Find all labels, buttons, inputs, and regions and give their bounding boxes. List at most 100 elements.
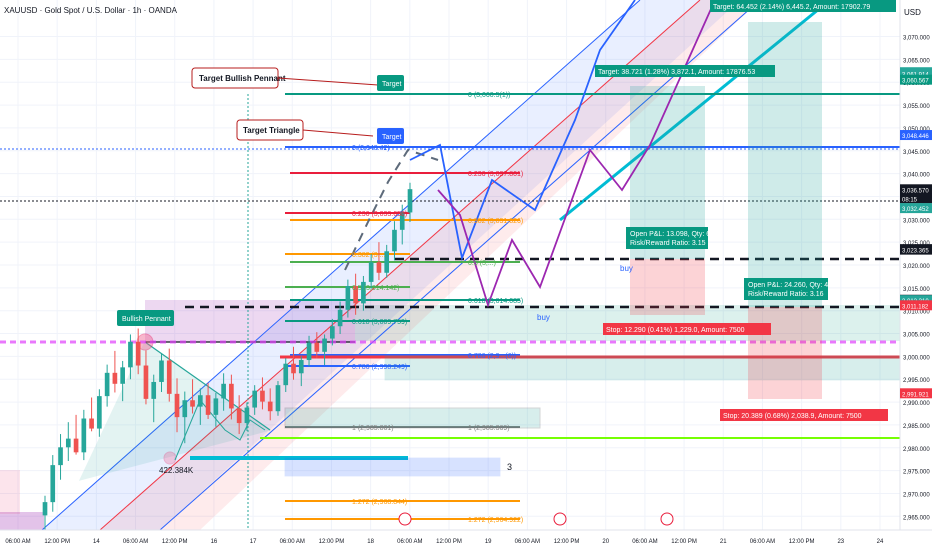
- time-tick-label: 12:00 PM: [436, 539, 462, 545]
- candle: [236, 395, 242, 435]
- candle: [120, 360, 125, 402]
- candle: [97, 389, 102, 437]
- currency-label: USD: [904, 8, 921, 17]
- projection-paths: [344, 0, 716, 308]
- fibonacci-levels: [0, 93, 916, 530]
- candle: [252, 385, 258, 415]
- time-tick-label: 14: [93, 539, 100, 545]
- time-tick-label: 17: [250, 539, 257, 545]
- fib-0-top: 0 (3,060.5(1)): [468, 92, 510, 99]
- price-tick-label: 3,010.000: [903, 310, 930, 316]
- candle: [174, 378, 180, 433]
- candle: [322, 334, 327, 366]
- candle: [392, 221, 397, 261]
- time-tick-label: 12:00 PM: [44, 539, 70, 545]
- time-tick-label: 18: [367, 539, 374, 545]
- price-tick-label: 3,020.000: [903, 264, 930, 270]
- candle: [81, 409, 87, 461]
- candle: [182, 391, 188, 444]
- price-tick-label: 3,040.000: [903, 173, 930, 179]
- svg-text:3,032.452: 3,032.452: [902, 207, 929, 213]
- candle: [368, 254, 374, 289]
- candle: [89, 397, 94, 432]
- candle: [306, 335, 312, 367]
- price-axis[interactable]: USD 3,070.0003,065.0003,060.0003,055.000…: [899, 0, 932, 550]
- price-tick-label: 2,975.000: [903, 470, 930, 476]
- price-marker: 2,991.921: [900, 388, 932, 399]
- price-tick-label: 3,045.000: [903, 150, 930, 156]
- buy-label-1: buy: [620, 264, 633, 273]
- time-tick-label: 24: [877, 539, 884, 545]
- price-tick-label: 2,985.000: [903, 424, 930, 430]
- time-tick-label: 16: [211, 539, 218, 545]
- long-position-a[interactable]: [630, 86, 705, 315]
- price-tick-label: 3,070.000: [903, 36, 930, 42]
- price-tick-label: 2,965.000: [903, 515, 930, 521]
- candle: [376, 242, 382, 281]
- candle: [361, 275, 366, 311]
- svg-text:3,036.570: 3,036.570: [902, 188, 929, 194]
- price-marker: 3,036.570: [900, 184, 932, 195]
- candle: [399, 204, 405, 245]
- candle: [128, 334, 133, 380]
- candle: [65, 422, 71, 462]
- time-axis[interactable]: 06:00 AM 12:00 PM 14 06:00 AM 12:00 PM 16 17 06…: [0, 529, 932, 550]
- svg-text:Risk/Reward Ratio: 3.15: Risk/Reward Ratio: 3.15: [630, 240, 706, 247]
- candle: [205, 382, 211, 419]
- candle: [143, 350, 149, 405]
- fib-05-a: 0.5 (3,...): [468, 260, 496, 267]
- time-tick-label: 12:00 PM: [789, 539, 815, 545]
- candle: [298, 356, 304, 387]
- target-label-a: Target: 64.452 (2.14%) 6,445.2, Amount: …: [710, 0, 896, 12]
- bullish-pennant-tag[interactable]: Bullish Pennant: [117, 310, 174, 326]
- target-label-b: Target: 38.721 (1.28%) 3,872.1, Amount: …: [595, 65, 775, 77]
- stop-label-b: Stop: 20.389 (0.68%) 2,038.9, Amount: 75…: [720, 409, 888, 421]
- candle: [104, 364, 110, 407]
- fib-labels: 0 (3,060.5(1)) 0 (3,048.42) 0.236 (3,037…: [352, 92, 523, 524]
- price-marker: 3,011.182: [900, 300, 932, 311]
- fib-0236-a: 0.236 (3,037.801): [468, 171, 523, 178]
- price-tick-label: 2,995.000: [903, 378, 930, 384]
- candle: [229, 374, 234, 420]
- price-marker: 3,060.567: [900, 74, 932, 85]
- candle: [345, 279, 351, 318]
- target-bullish-pennant-label: Target Bullish Pennant: [199, 74, 286, 83]
- fib-1-b: 1 (2,985.369): [468, 425, 510, 432]
- time-tick-label: 23: [837, 539, 844, 545]
- candle: [260, 377, 265, 410]
- candle: [407, 182, 413, 223]
- long-position-b[interactable]: [748, 22, 822, 399]
- time-tick-label: 12:00 PM: [162, 539, 188, 545]
- svg-text:Open P&L: 13.098, Qty: 67: Open P&L: 13.098, Qty: 67: [630, 231, 714, 238]
- price-tick-label: 3,030.000: [903, 218, 930, 224]
- candle: [151, 374, 157, 423]
- price-tick-label: 2,970.000: [903, 492, 930, 498]
- bullish-pennant-label: Bullish Pennant: [122, 316, 171, 323]
- candle: [135, 328, 141, 375]
- svg-text:3,011.182: 3,011.182: [902, 304, 929, 310]
- candle: [267, 388, 273, 421]
- svg-text:Target: 38.721 (1.28%) 3,872.1: Target: 38.721 (1.28%) 3,872.1, Amount: …: [598, 69, 755, 76]
- svg-text:Risk/Reward Ratio: 3.16: Risk/Reward Ratio: 3.16: [748, 291, 824, 298]
- candle: [314, 332, 320, 359]
- open-pl-b: Open P&L: 24.260, Qty: 40 Risk/Reward Ra…: [744, 278, 832, 300]
- target-tag-2[interactable]: Target: [377, 128, 404, 144]
- buy-label-2: buy: [537, 313, 550, 322]
- candle: [291, 346, 296, 380]
- price-tick-label: 3,065.000: [903, 58, 930, 64]
- target-triangle-callout[interactable]: Target Triangle: [236, 119, 374, 141]
- time-tick-label: 12:00 PM: [554, 539, 580, 545]
- candle: [73, 414, 79, 455]
- price-marker: 3,032.452: [900, 203, 932, 214]
- svg-text:Target: 64.452 (2.14%) 6,445.2: Target: 64.452 (2.14%) 6,445.2, Amount: …: [713, 4, 870, 11]
- news-flag-icons[interactable]: [398, 512, 674, 526]
- fib-0618-a: 0.618 (3,009.759): [352, 319, 407, 326]
- fib-0-mid: 0 (3,048.42): [352, 145, 390, 152]
- target-bullish-pennant-callout[interactable]: Target Bullish Pennant: [191, 67, 379, 89]
- target-tag-1[interactable]: Target: [377, 75, 404, 91]
- price-tick-label: 3,050.000: [903, 127, 930, 133]
- candle: [213, 392, 219, 427]
- svg-text:2,991.921: 2,991.921: [902, 392, 929, 398]
